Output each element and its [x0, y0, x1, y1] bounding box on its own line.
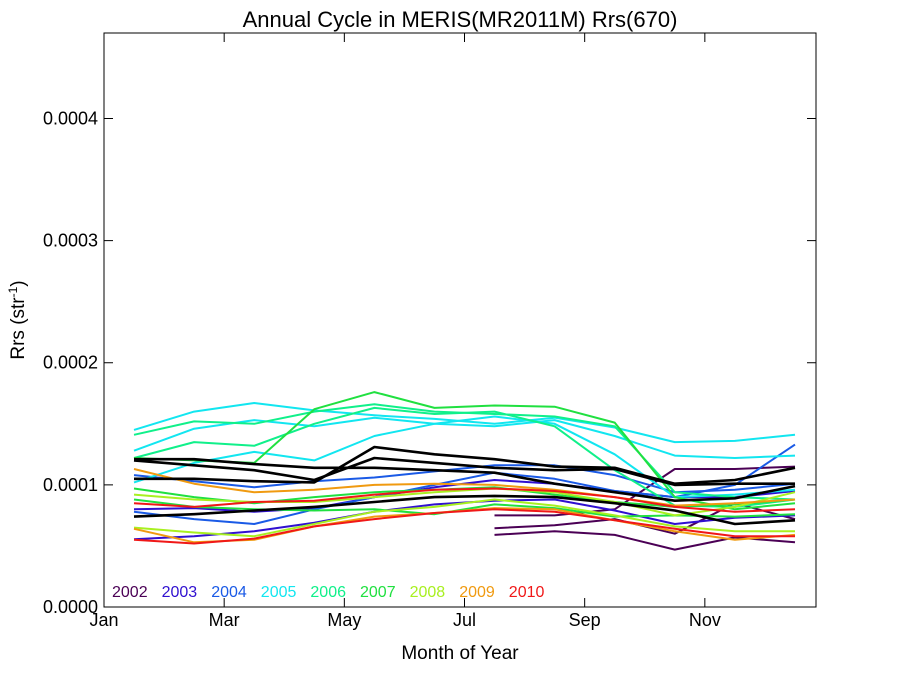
series-line-2005-7: [133, 402, 796, 444]
series-line-2002-1: [494, 530, 796, 551]
legend: 2002 2003 2004 2005 2006 2007 2008 2009 2010: [112, 584, 544, 601]
legend-entry-2006: 2006: [310, 584, 346, 601]
series-line-2005-8: [133, 416, 796, 459]
legend-entry-2002: 2002: [112, 584, 148, 601]
series-line-2005-9: [133, 415, 796, 499]
y-tick-label-3: 0.0003: [43, 231, 98, 251]
series-layer: [133, 391, 796, 551]
y-axis-label-main: Rrs (str: [8, 297, 29, 360]
legend-entry-2009: 2009: [459, 584, 495, 601]
series-line-reference-21: [134, 457, 796, 503]
legend-entry-2003: 2003: [162, 584, 198, 601]
x-tick-label-3: Jul: [453, 610, 476, 630]
series-line-2010-19: [133, 508, 795, 545]
legend-entry-2007: 2007: [360, 584, 396, 601]
y-tick-label-4: 0.0004: [43, 108, 98, 128]
series-line-2010-20: [133, 487, 796, 513]
y-axis-label: Rrs (str-1): [6, 280, 29, 359]
legend-entry-2005: 2005: [261, 584, 297, 601]
y-tick-label-1: 0.0001: [43, 475, 98, 495]
series-line-2004-5: [133, 443, 796, 525]
series-line-2002-2: [494, 465, 796, 517]
series-line-reference-24: [133, 456, 795, 487]
y-axis-label-superscript: -1: [6, 286, 20, 297]
legend-entry-2004: 2004: [211, 584, 247, 601]
legend-entry-2008: 2008: [410, 584, 446, 601]
plot-frame: [103, 32, 817, 608]
x-tick-label-5: Nov: [689, 610, 721, 630]
series-line-reference-23: [133, 494, 796, 526]
y-axis-label-close: ): [8, 280, 29, 286]
x-tick-label-1: Mar: [209, 610, 240, 630]
axis-layer: Jan Mar May Jul Sep Nov 0.0000 0.0001 0.0002 0.00…: [43, 33, 816, 630]
y-tick-label-0: 0.0000: [43, 597, 98, 617]
x-axis-label: Month of Year: [401, 643, 519, 664]
x-tick-label-2: May: [327, 610, 361, 630]
series-line-2004-6: [133, 464, 796, 494]
series-line-reference-22: [134, 445, 796, 486]
legend-entry-2010: 2010: [509, 584, 545, 601]
series-line-2007-14: [133, 498, 796, 518]
chart-title: Annual Cycle in MERIS(MR2011M) Rrs(670): [243, 7, 678, 32]
series-line-2008-15: [133, 498, 795, 538]
y-tick-label-2: 0.0002: [43, 353, 98, 373]
x-tick-label-0: Jan: [89, 610, 118, 630]
x-tick-label-4: Sep: [569, 610, 601, 630]
series-line-2009-17: [133, 468, 796, 507]
